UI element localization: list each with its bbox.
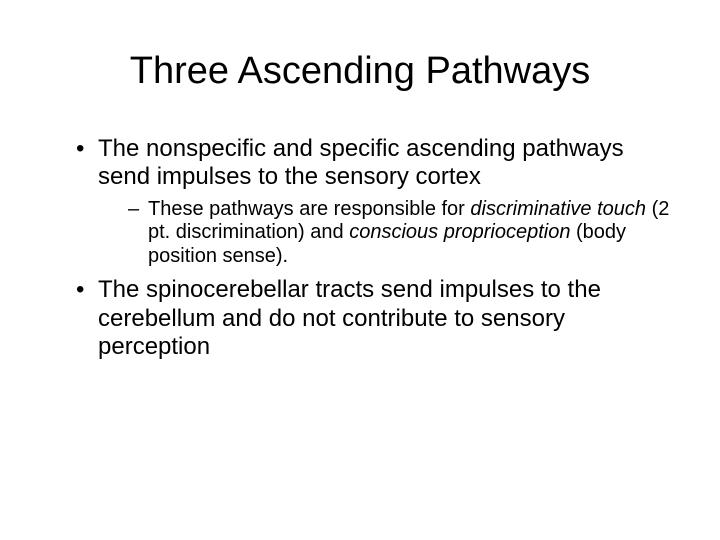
bullet-item-2: The spinocerebellar tracts send impulses… — [76, 276, 672, 361]
bullet-list-level2: These pathways are responsible for discr… — [98, 198, 672, 269]
sub-text-pre: These pathways are responsible for — [148, 198, 470, 220]
bullet-item-2-text: The spinocerebellar tracts send impulses… — [98, 276, 601, 360]
slide-title: Three Ascending Pathways — [48, 50, 672, 93]
bullet-item-1-sub: These pathways are responsible for discr… — [128, 198, 672, 269]
slide: Three Ascending Pathways The nonspecific… — [0, 0, 720, 540]
slide-body: The nonspecific and specific ascending p… — [48, 135, 672, 361]
bullet-item-1: The nonspecific and specific ascending p… — [76, 135, 672, 268]
sub-text-italic-1: discriminative touch — [470, 198, 646, 220]
bullet-list-level1: The nonspecific and specific ascending p… — [48, 135, 672, 361]
sub-text-italic-2: conscious proprioception — [349, 221, 570, 243]
bullet-item-1-text: The nonspecific and specific ascending p… — [98, 135, 624, 190]
